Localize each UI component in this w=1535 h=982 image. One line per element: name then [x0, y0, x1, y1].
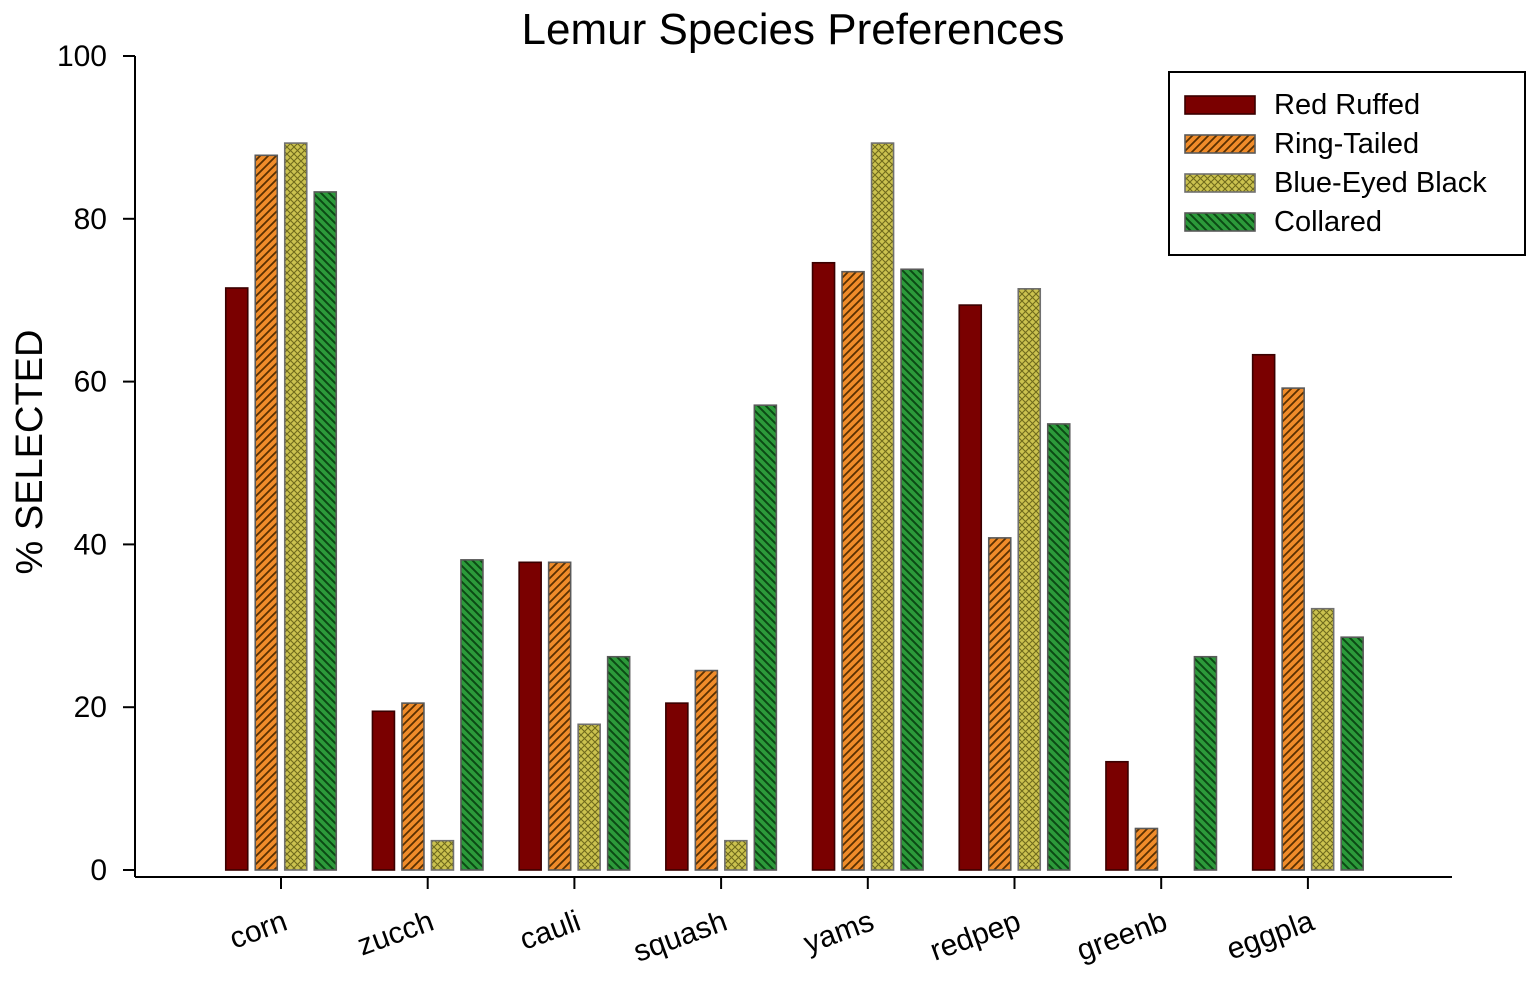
x-tick-label: squash — [629, 905, 731, 969]
bar-blue-eyed-black-cauli — [577, 723, 601, 871]
legend-label: Blue-Eyed Black — [1274, 167, 1487, 199]
bar-blue-eyed-black-corn — [283, 142, 308, 871]
bar-blue-eyed-black-eggpla — [1310, 607, 1335, 871]
bar-ring-tailed-greenb — [1134, 827, 1159, 871]
legend-swatch — [1184, 212, 1256, 232]
bar-red-ruffed-cauli — [518, 561, 542, 871]
bar-ring-tailed-eggpla — [1281, 387, 1305, 871]
bar-collared-squash — [753, 404, 778, 871]
x-tick-label: corn — [225, 905, 291, 956]
x-tick-label: yams — [800, 905, 879, 961]
bar-red-ruffed-greenb — [1105, 760, 1129, 871]
bar-red-ruffed-yams — [811, 261, 836, 871]
bar-ring-tailed-redpep — [987, 537, 1012, 871]
bar-red-ruffed-zucch — [371, 710, 396, 871]
bar-collared-cauli — [606, 655, 631, 871]
bar-red-ruffed-corn — [224, 287, 249, 871]
bar-blue-eyed-black-zucch — [430, 839, 455, 871]
legend-swatch — [1184, 95, 1256, 115]
legend-swatch — [1184, 173, 1256, 193]
bar-blue-eyed-black-yams — [870, 142, 895, 871]
bar-collared-zucch — [460, 559, 484, 871]
bar-ring-tailed-corn — [254, 154, 279, 871]
bar-blue-eyed-black-squash — [724, 839, 748, 871]
chart-title: Lemur Species Preferences — [522, 5, 1065, 54]
bar-collared-redpep — [1046, 423, 1071, 871]
bar-collared-corn — [313, 191, 338, 871]
y-tick-label: 60 — [74, 366, 107, 399]
x-axis: corn zucch cauli squash yams redpep greenb eggp… — [135, 876, 1452, 969]
y-tick-label: 80 — [74, 203, 107, 236]
y-tick-label: 40 — [74, 528, 107, 561]
bar-ring-tailed-zucch — [401, 702, 425, 871]
bar-ring-tailed-cauli — [547, 561, 572, 871]
bar-red-ruffed-redpep — [958, 304, 983, 871]
x-tick-label: cauli — [516, 905, 585, 957]
bar-blue-eyed-black-redpep — [1017, 288, 1042, 871]
bar-ring-tailed-squash — [694, 669, 719, 871]
y-axis: 0 20 40 60 80 100 — [57, 40, 136, 887]
bar-red-ruffed-eggpla — [1251, 353, 1276, 871]
y-axis-label: % SELECTED — [9, 330, 51, 575]
bar-red-ruffed-squash — [665, 702, 689, 871]
legend-swatch — [1184, 134, 1256, 154]
y-tick-label: 0 — [90, 854, 107, 887]
legend-label: Ring-Tailed — [1274, 128, 1419, 160]
legend: Red Ruffed Ring-Tailed Blue-Eyed Black Coll… — [1168, 71, 1526, 256]
x-tick-label: eggpla — [1222, 904, 1318, 966]
bar-collared-eggpla — [1340, 636, 1364, 871]
bar-ring-tailed-yams — [841, 270, 865, 871]
bars — [224, 142, 1364, 871]
y-tick-label: 100 — [57, 40, 107, 73]
bar-collared-greenb — [1193, 655, 1218, 871]
legend-label: Collared — [1274, 206, 1382, 238]
x-tick-label: redpep — [926, 905, 1025, 968]
x-tick-label: zucch — [353, 905, 438, 963]
x-tick-label: greenb — [1073, 905, 1172, 968]
y-tick-label: 20 — [74, 691, 107, 724]
legend-label: Red Ruffed — [1274, 89, 1420, 121]
bar-collared-yams — [900, 268, 924, 871]
